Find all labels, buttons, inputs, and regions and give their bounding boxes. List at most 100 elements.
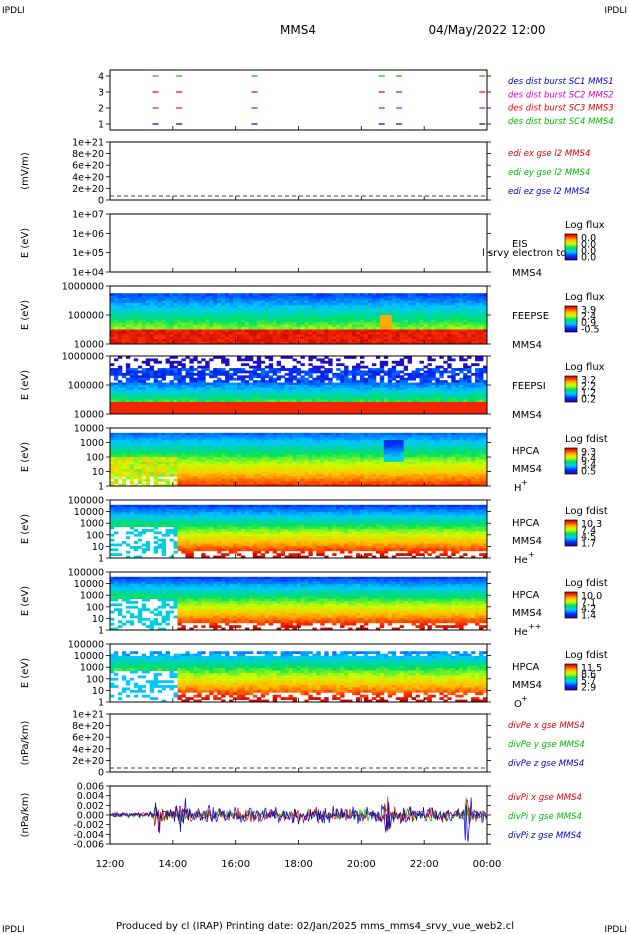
spectrogram-cell (344, 302, 349, 306)
spectrogram-cell (391, 365, 397, 369)
spectrogram-cell (260, 442, 266, 446)
spectrogram-cell (133, 447, 139, 451)
spectrogram-cell (161, 459, 166, 463)
spectrogram-cell (153, 411, 159, 415)
spectrogram-cell (447, 305, 452, 309)
spectrogram-cell (137, 411, 143, 415)
spectrogram-cell (344, 406, 349, 410)
spectrogram-cell (217, 331, 222, 335)
spectrogram-cell (348, 324, 353, 328)
spectrogram-cell (340, 319, 345, 323)
colorbar-tick-label: 0.0 (581, 252, 596, 263)
spectrogram-cell (399, 293, 405, 297)
spectrogram-cell (117, 397, 123, 400)
spectrogram-cell (423, 336, 428, 340)
spectrogram-cell (308, 334, 313, 338)
spectrogram-cell (459, 370, 464, 374)
spectrogram-cell (276, 389, 282, 393)
spectrogram-cell (137, 312, 143, 316)
y-tick-label: 1000000 (62, 352, 104, 363)
spectrogram-cell (268, 305, 274, 309)
spectrogram-cell (423, 409, 428, 412)
spectrogram-cell (391, 399, 397, 403)
spectrogram-cell (415, 336, 420, 340)
spectrogram-cell (423, 399, 428, 403)
spectrogram-cell (185, 411, 190, 415)
spectrogram-cell (145, 324, 151, 328)
spectrogram-cell (348, 312, 353, 316)
spectrogram-cell (248, 336, 254, 340)
spectrogram-cell (240, 394, 246, 398)
spectrogram-cell (137, 310, 143, 313)
spectrogram-cell (260, 461, 266, 465)
spectrogram-cell (233, 341, 238, 345)
spectrogram-cell (133, 444, 139, 448)
spectrogram-cell (240, 375, 246, 379)
spectrogram-cell (133, 341, 139, 345)
spectrogram-cell (177, 322, 182, 326)
spectrogram-cell (240, 312, 246, 316)
spectrogram-cell (165, 447, 170, 451)
spectrogram-cell (197, 466, 202, 470)
spectrogram-cell (276, 406, 282, 410)
spectrogram-cell (185, 442, 190, 446)
spectrogram-cell (149, 397, 155, 400)
spectrogram-cell (308, 368, 313, 371)
spectrogram-cell (356, 397, 361, 400)
spectrogram-cell (229, 315, 234, 318)
spectrogram-cell (129, 298, 135, 301)
spectrogram-cell (296, 324, 301, 328)
spectrogram-cell (363, 298, 369, 301)
spectrogram-cell (256, 473, 262, 477)
spectrogram-cell (169, 404, 174, 408)
spectrogram-cell (209, 319, 214, 323)
spectrogram-cell (471, 329, 476, 333)
spectrogram-cell (292, 327, 297, 330)
spectrogram-cell (300, 298, 305, 301)
spectrogram-cell (324, 319, 329, 323)
spectrogram-cell (209, 336, 214, 340)
spectrogram-cell (157, 452, 162, 455)
spectrogram-cell (423, 401, 428, 405)
spectrogram-cell (431, 409, 436, 412)
spectrogram-cell (205, 464, 210, 468)
spectrogram-cell (264, 317, 270, 321)
spectrogram-cell (169, 356, 174, 359)
spectrogram-cell (483, 380, 488, 383)
spectrogram-cell (284, 387, 289, 391)
spectrogram-cell (375, 310, 381, 313)
spectrogram-cell (256, 447, 262, 451)
spectrogram-cell (221, 409, 226, 412)
spectrogram-cell (110, 370, 115, 374)
spectrogram-cell (447, 365, 452, 369)
spectrogram-cell (447, 334, 452, 338)
spectrogram-cell (459, 298, 464, 301)
spectrogram-cell (213, 476, 218, 480)
spectrogram-cell (157, 341, 162, 345)
spectrogram-cell (284, 469, 289, 472)
spectrogram-cell (173, 385, 178, 388)
spectrogram-cell (169, 319, 174, 323)
spectrogram-cell (117, 437, 123, 441)
spectrogram-cell (193, 478, 198, 482)
spectrogram-cell (161, 454, 166, 458)
spectrogram-cell (177, 329, 182, 333)
spectrogram-cell (117, 380, 123, 383)
spectrogram-cell (363, 327, 369, 330)
spectrogram-cell (467, 315, 472, 318)
spectrogram-cell (205, 444, 210, 448)
spectrogram-cell (264, 324, 270, 328)
spectrogram-cell (189, 478, 194, 482)
spectrogram-cell (336, 341, 341, 345)
spectrogram-cell (387, 334, 393, 338)
spectrogram-cell (256, 392, 262, 396)
spectrogram-cell (479, 341, 484, 345)
spectrogram-cell (371, 334, 377, 338)
spectrogram-cell (193, 397, 198, 400)
spectrogram-cell (149, 464, 155, 468)
spectrogram-cell (229, 478, 234, 482)
spectrogram-cell (229, 319, 234, 323)
spectrogram-cell (395, 394, 401, 398)
spectrogram-cell (332, 406, 337, 410)
spectrogram-cell (340, 411, 345, 415)
